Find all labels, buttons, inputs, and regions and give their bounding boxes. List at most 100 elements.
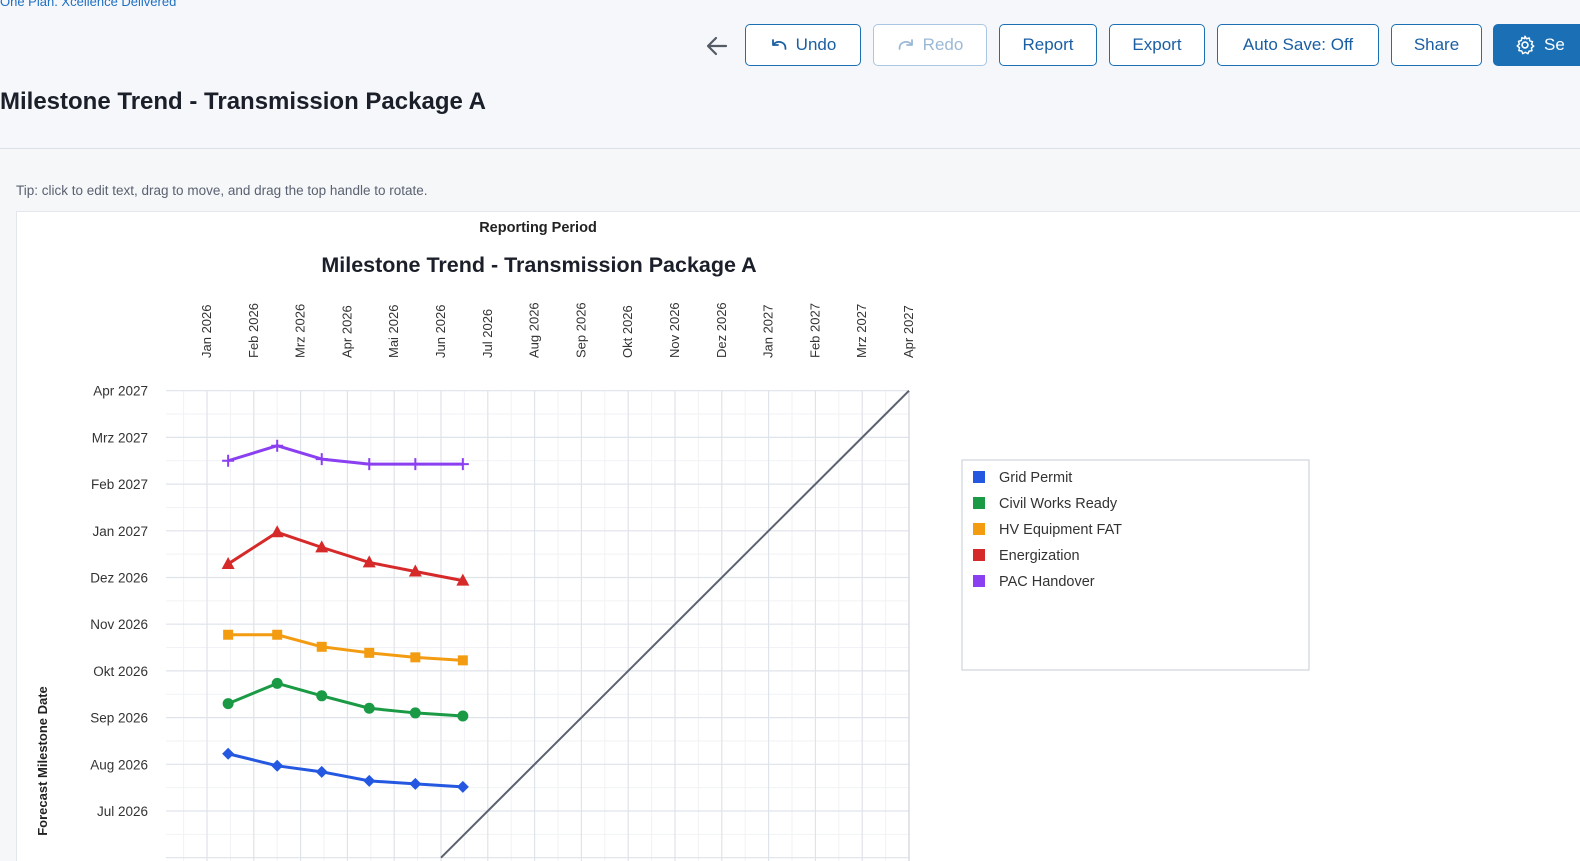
export-label: Export [1132, 35, 1182, 54]
undo-button[interactable]: Undo [745, 24, 861, 66]
export-button[interactable]: Export [1109, 24, 1205, 66]
x-tick-label: Jul 2026 [480, 309, 495, 358]
header-divider [0, 148, 1580, 149]
series-line [227, 752, 463, 789]
data-point [363, 458, 376, 471]
legend: Grid Permit Civil Works Ready HV Equipment… [961, 459, 1310, 671]
series-grid-permit [222, 747, 469, 793]
y-tick-label: Jul 2026 [97, 804, 148, 819]
data-point [456, 573, 470, 586]
data-point [270, 525, 284, 538]
data-point [271, 759, 284, 772]
undo-label: Undo [795, 35, 837, 54]
x-tick-label: Jan 2027 [761, 305, 776, 359]
data-point [364, 647, 375, 658]
x-tick-label: Apr 2027 [901, 305, 916, 358]
report-button[interactable]: Report [999, 24, 1097, 66]
data-point [457, 710, 469, 722]
share-button[interactable]: Share [1391, 24, 1482, 66]
data-point [362, 555, 376, 568]
data-point [222, 698, 234, 710]
data-point [315, 765, 328, 778]
legend-swatch [973, 549, 985, 561]
series-line [227, 530, 464, 583]
x-tick-label: Dez 2026 [714, 302, 729, 358]
y-tick-label: Sep 2026 [90, 711, 148, 726]
x-tick-label: Aug 2026 [527, 302, 542, 358]
data-point [223, 629, 234, 640]
legend-label: Civil Works Ready [999, 496, 1118, 512]
series-layer [221, 439, 470, 793]
y-tick-label: Okt 2026 [93, 664, 148, 679]
series-pac-handover [222, 439, 469, 471]
data-point [409, 707, 421, 719]
chart-card: Jan 2026 Feb 2026 Mrz 2026 Apr 2026 Mai 2026… [16, 211, 1580, 861]
data-point [409, 777, 422, 790]
reference-diagonal-line [440, 389, 910, 859]
data-point [221, 556, 235, 569]
gear-icon [1516, 35, 1535, 55]
report-label: Report [1022, 35, 1074, 54]
data-point [457, 655, 468, 666]
x-axis-title: Reporting Period [479, 220, 597, 236]
settings-button[interactable]: Se [1493, 24, 1580, 66]
x-tick-label: Mrz 2027 [854, 304, 869, 358]
legend-swatch [973, 575, 985, 587]
legend-swatch [973, 523, 985, 535]
data-point [272, 629, 283, 640]
x-tick-label: Apr 2026 [339, 305, 354, 358]
x-tick-label: Feb 2027 [807, 303, 822, 358]
y-tick-label: Apr 2027 [93, 384, 148, 399]
data-point [408, 564, 422, 577]
data-point [409, 458, 422, 471]
legend-label: Energization [999, 548, 1080, 564]
x-tick-label: Mai 2026 [386, 305, 401, 358]
redo-icon [898, 39, 913, 50]
x-tick-labels: Jan 2026 Feb 2026 Mrz 2026 Apr 2026 Mai 2026… [199, 302, 916, 358]
y-tick-label: Dez 2026 [90, 571, 148, 586]
data-point [410, 652, 421, 663]
x-tick-label: Jan 2026 [199, 305, 214, 359]
x-tick-label: Nov 2026 [667, 302, 682, 358]
series-line [228, 633, 463, 662]
brand-tagline: One Plan. Xcellence Delivered [0, 0, 177, 9]
editing-tip: Tip: click to edit text, drag to move, a… [16, 183, 428, 198]
series-hv-equipment-fat [223, 629, 468, 666]
y-tick-label: Aug 2026 [90, 757, 148, 772]
share-label: Share [1413, 35, 1460, 54]
legend-label: Grid Permit [999, 470, 1072, 486]
legend-label: PAC Handover [999, 574, 1095, 590]
legend-box [961, 459, 1310, 671]
autosave-label: Auto Save: Off [1242, 35, 1354, 54]
legend-swatch [973, 497, 985, 509]
data-point [315, 453, 328, 466]
redo-button[interactable]: Redo [873, 24, 987, 66]
data-point [316, 641, 327, 652]
y-tick-label: Mrz 2027 [92, 430, 148, 445]
x-tick-label: Feb 2026 [246, 303, 261, 358]
data-point [316, 690, 328, 702]
autosave-toggle-button[interactable]: Auto Save: Off [1217, 24, 1379, 66]
series-civil-works-ready [222, 677, 469, 722]
page-title: Milestone Trend - Transmission Package A [0, 88, 486, 115]
settings-label: Se [1544, 35, 1565, 54]
arrow-left-icon [706, 36, 728, 56]
data-point [222, 747, 235, 760]
undo-icon [771, 39, 787, 50]
y-tick-label: Jan 2027 [92, 524, 148, 539]
data-point [363, 774, 376, 787]
chart-title: Milestone Trend - Transmission Package A [321, 253, 756, 277]
y-axis-title: Forecast Milestone Date [35, 686, 50, 836]
data-point [222, 454, 235, 467]
y-tick-label: Feb 2027 [91, 477, 148, 492]
y-tick-label: Nov 2026 [90, 617, 148, 632]
x-tick-label: Mrz 2026 [293, 304, 308, 358]
data-point [315, 540, 329, 553]
data-point [271, 677, 283, 689]
series-energization [221, 525, 470, 586]
back-button[interactable] [700, 30, 734, 62]
series-line [227, 444, 463, 466]
milestone-trend-chart: Jan 2026 Feb 2026 Mrz 2026 Apr 2026 Mai 2026… [35, 220, 1310, 861]
redo-label: Redo [922, 35, 964, 54]
x-tick-label: Okt 2026 [620, 305, 635, 358]
